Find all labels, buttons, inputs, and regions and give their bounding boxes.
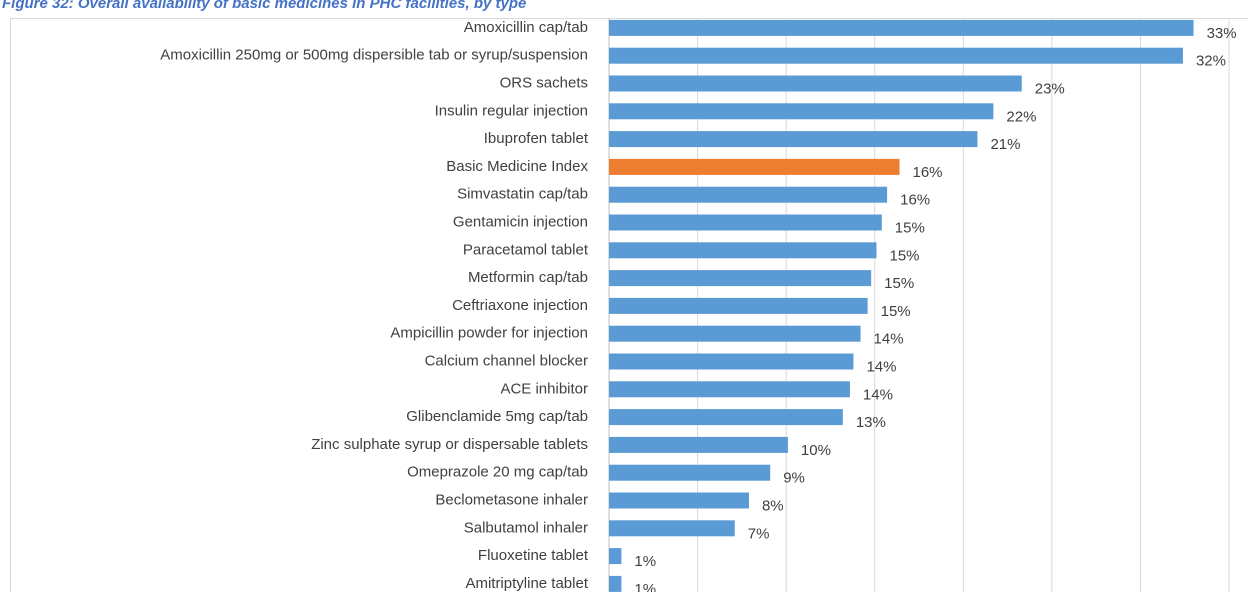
value-label: 1% [634,553,656,570]
bar [609,214,882,231]
bar [609,103,994,120]
value-label: 13% [856,414,886,431]
bar [609,47,1183,64]
value-label: 15% [881,303,911,320]
bar [609,409,843,426]
bar [609,520,735,537]
y-tick-label: Calcium channel blocker [425,352,588,369]
value-label: 21% [990,136,1020,153]
bar [609,297,868,314]
bar [609,492,749,509]
bar [609,19,1194,36]
y-tick-label: Simvastatin cap/tab [457,186,588,203]
bar [609,158,900,175]
value-label: 22% [1006,108,1036,125]
value-label: 16% [913,164,943,181]
y-tick-label: Gentamicin injection [453,213,588,230]
y-tick-label: Amoxicillin cap/tab [464,19,588,36]
y-tick-label: Metformin cap/tab [468,269,588,286]
bar [609,131,978,148]
value-label: 1% [634,581,656,592]
y-tick-label: Omeprazole 20 mg cap/tab [407,464,588,481]
y-tick-label: Amoxicillin 250mg or 500mg dispersible t… [160,47,588,64]
value-label: 9% [783,470,805,487]
bar [609,464,771,481]
y-tick-label: Beclometasone inhaler [435,491,588,508]
value-label: 15% [889,247,919,264]
chart-title: Figure 32: Overall availability of basic… [2,0,526,12]
y-tick-label: Zinc sulphate syrup or dispersable table… [311,436,588,453]
value-label: 33% [1207,25,1237,42]
y-tick-label: ACE inhibitor [500,380,588,397]
value-label: 10% [801,442,831,459]
bar [609,381,850,398]
bar [609,548,622,565]
y-tick-label: Ibuprofen tablet [484,130,589,147]
y-tick-label: Paracetamol tablet [463,241,589,258]
bar [609,270,872,287]
y-tick-label: ORS sachets [500,74,588,91]
y-tick-label: Salbutamol inhaler [464,519,588,536]
y-tick-label: Fluoxetine tablet [478,547,589,564]
bar [609,436,788,453]
value-label: 16% [900,192,930,209]
y-tick-label: Insulin regular injection [435,102,588,119]
y-tick-label: Glibenclamide 5mg cap/tab [406,408,588,425]
bar [609,186,888,203]
chart-frame [10,18,1248,592]
value-label: 7% [748,525,770,542]
value-label: 8% [762,497,784,514]
y-tick-label: Amitriptyline tablet [465,575,588,592]
value-label: 14% [863,386,893,403]
bar [609,242,877,259]
value-label: 15% [884,275,914,292]
bar [609,75,1022,92]
bar [609,575,622,592]
y-tick-label: Ceftriaxone injection [452,297,588,314]
value-label: 15% [895,219,925,236]
y-tick-label: Ampicillin powder for injection [390,325,588,342]
value-label: 32% [1196,53,1226,70]
bar [609,325,861,342]
value-label: 23% [1035,80,1065,97]
value-label: 14% [866,358,896,375]
value-label: 14% [874,331,904,348]
y-tick-label: Basic Medicine Index [446,158,588,175]
bar [609,353,854,370]
